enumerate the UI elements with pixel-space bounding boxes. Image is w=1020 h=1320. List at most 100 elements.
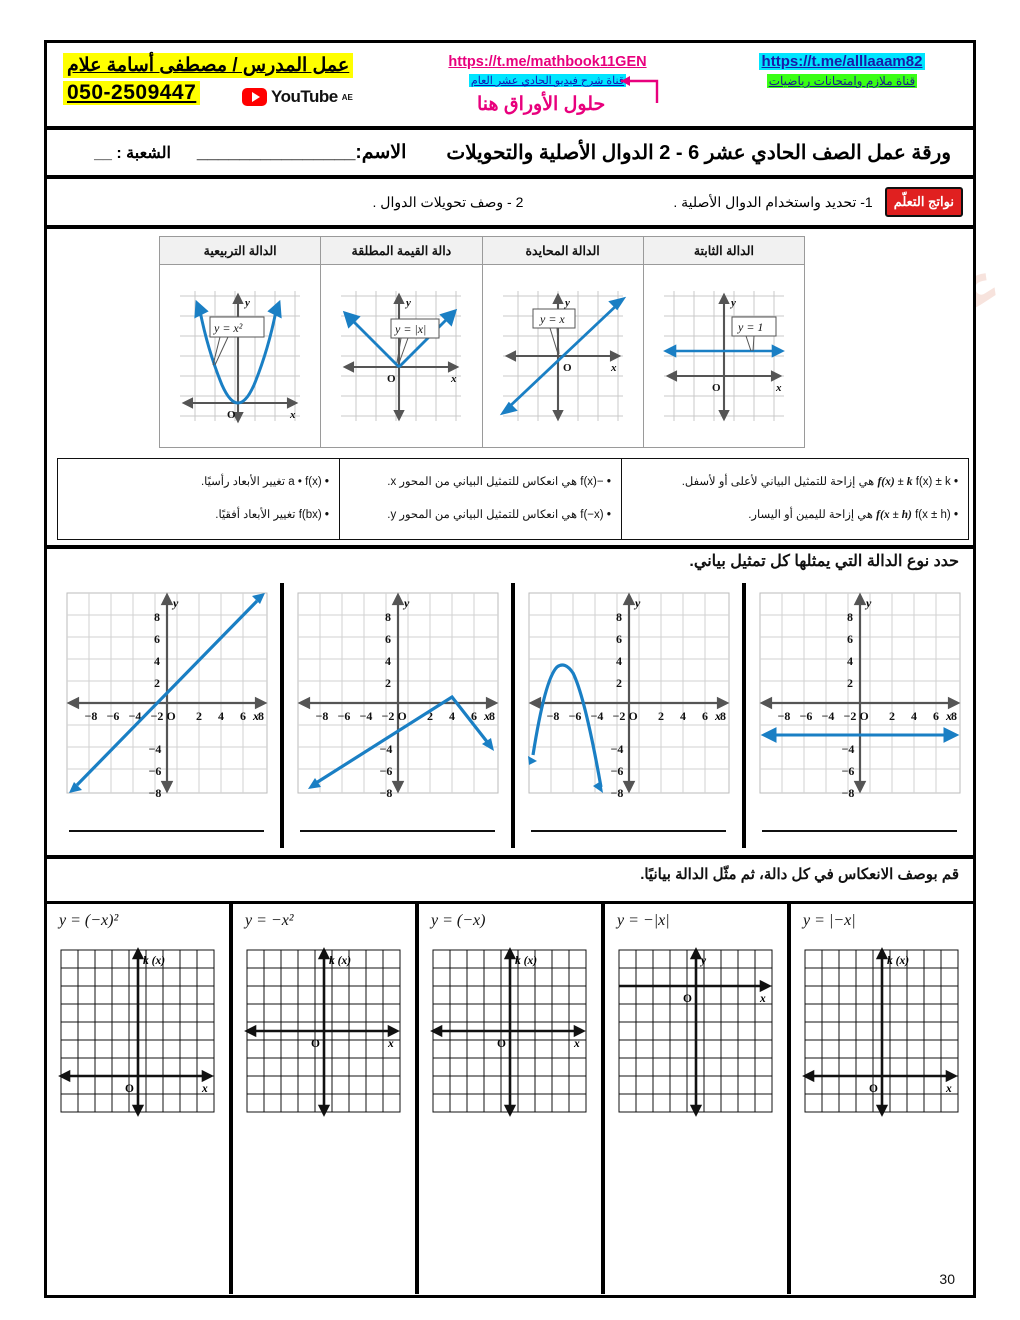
grid-x-label-3: x <box>573 1038 580 1050</box>
svg-text:y: y <box>402 596 410 610</box>
transformation-line: • f(x ± h) f(x ± h) هي إزاحة لليمين أو ا… <box>748 509 958 522</box>
answer-line[interactable] <box>762 830 957 832</box>
svg-text:4: 4 <box>680 709 686 723</box>
svg-text:4: 4 <box>616 654 622 668</box>
outcomes-divider <box>47 225 973 229</box>
teacher-phone: 050-2509447 <box>63 81 201 105</box>
solutions-here-label: حلول الأوراق هنا <box>477 94 606 115</box>
youtube-badge[interactable]: YouTube AE <box>242 87 353 107</box>
section-field[interactable]: الشعبة : __ <box>94 144 171 162</box>
parent-function-title-absolute: دالة القيمة المطلقة <box>321 237 482 265</box>
parent-function-column-absolute: دالة القيمة المطلقة y x O <box>320 237 482 447</box>
exercise-panel-4: y = −|x| y x O <box>605 904 791 1294</box>
svg-text:4: 4 <box>218 709 224 723</box>
svg-text:−4: −4 <box>610 742 623 756</box>
learning-outcomes-row: نواتج التعلّم 1- تحديد واستخدام الدوال ا… <box>47 179 973 225</box>
svg-text:8: 8 <box>616 610 622 624</box>
grid-axis-label-2: k (x) <box>329 955 351 967</box>
parent-function-graph-quadratic: y x O y = x² <box>160 265 321 447</box>
parent-function-column-quadratic: الدالة التربيعية y x O <box>160 237 321 447</box>
svg-text:2: 2 <box>196 709 202 723</box>
exercise-equation-3: y = (−x) <box>431 912 486 929</box>
grid-x-label-2: x <box>387 1038 394 1050</box>
telegram-video-link-caption: قناة شرح فيديو الحادي عشر العام <box>468 74 627 87</box>
pf-equation-constant: y = 1 <box>737 320 763 334</box>
teacher-credit-block: عمل المدرس / مصطفى أسامة علام 050-250944… <box>63 53 363 105</box>
transformation-cell-dilations: • a • f(x) تغيير الأبعاد رأسيًا. • f(bx)… <box>58 459 339 539</box>
svg-text:x: x <box>252 709 259 723</box>
svg-text:−6: −6 <box>106 709 119 723</box>
grid-origin-label-4: O <box>683 993 692 1005</box>
pf-equation-identity: y = x <box>539 312 565 326</box>
transformation-cell-translations: • f(x) ± k f(x) ± k هي إزاحة للتمثيل الب… <box>620 459 968 539</box>
answer-line[interactable] <box>531 830 726 832</box>
svg-text:x: x <box>289 409 296 421</box>
svg-text:x: x <box>945 709 952 723</box>
transformations-box: • f(x) ± k f(x) ± k هي إزاحة للتمثيل الب… <box>57 458 969 540</box>
svg-text:6: 6 <box>847 632 853 646</box>
svg-text:O: O <box>712 382 721 394</box>
svg-text:−2: −2 <box>381 709 394 723</box>
blank-grid-3[interactable]: k (x) x O <box>425 942 595 1122</box>
svg-text:−2: −2 <box>843 709 856 723</box>
blank-grid-2[interactable]: k (x) x O <box>239 942 409 1122</box>
svg-text:8: 8 <box>489 709 495 723</box>
svg-text:−4: −4 <box>590 709 603 723</box>
svg-text:−8: −8 <box>379 786 392 799</box>
svg-text:4: 4 <box>911 709 917 723</box>
svg-text:8: 8 <box>720 709 726 723</box>
exercise-equation-2: y = −x² <box>245 912 294 929</box>
svg-text:y: y <box>729 297 736 309</box>
transformations-divider <box>47 545 973 549</box>
svg-text:−6: −6 <box>379 764 392 778</box>
answer-line[interactable] <box>300 830 495 832</box>
svg-text:2: 2 <box>616 676 622 690</box>
transformation-line: • a • f(x) تغيير الأبعاد رأسيًا. <box>200 476 329 489</box>
transformation-text: f(x ± h) هي إزاحة لليمين أو اليسار. <box>748 509 951 522</box>
exercise-panel-2: y = −x² k (x) x <box>233 904 419 1294</box>
quadratic-curve <box>530 663 603 788</box>
svg-text:y: y <box>864 596 872 610</box>
exercise-equation-4: y = −|x| <box>617 912 670 929</box>
student-name-field[interactable]: الاسم:_______________ <box>196 142 407 163</box>
outcomes-badge: نواتج التعلّم <box>884 187 963 217</box>
svg-text:x: x <box>775 382 782 394</box>
svg-text:−8: −8 <box>841 786 854 799</box>
answer-line[interactable] <box>69 830 264 832</box>
transformation-line: • f(bx) تغيير الأبعاد أفقيًا. <box>215 509 329 522</box>
section1-divider <box>47 855 973 859</box>
exercise-panel-5: y = |−x| k (x) x <box>791 904 973 1294</box>
svg-text:x: x <box>483 709 490 723</box>
transformation-text: a • f(x) تغيير الأبعاد رأسيًا. <box>200 476 322 489</box>
blank-grid-4[interactable]: y x O <box>611 942 781 1122</box>
parent-function-title-quadratic: الدالة التربيعية <box>160 237 321 265</box>
svg-text:O: O <box>563 362 572 374</box>
svg-text:6: 6 <box>385 632 391 646</box>
svg-text:O: O <box>387 373 396 385</box>
pf-equation-absolute: y = |x| <box>394 322 426 336</box>
telegram-video-link[interactable]: https://t.me/mathbook11GEN <box>448 54 647 70</box>
svg-text:8: 8 <box>847 610 853 624</box>
svg-text:2: 2 <box>658 709 664 723</box>
parent-function-graph-identity: y x O y = x <box>482 265 643 447</box>
svg-text:y: y <box>633 596 641 610</box>
section2-prompt: قم بوصف الانعكاس في كل دالة، ثم مثّل الد… <box>640 866 959 883</box>
svg-text:−6: −6 <box>337 709 350 723</box>
telegram-notes-link[interactable]: https://t.me/alllaaam82 <box>758 53 926 70</box>
svg-text:8: 8 <box>385 610 391 624</box>
parent-function-title-constant: الدالة الثابتة <box>643 237 804 265</box>
exercise-panel-3: y = (−x) k (x) x <box>419 904 605 1294</box>
blank-grid-1[interactable]: k (x) x O <box>53 942 223 1122</box>
svg-text:−8: −8 <box>546 709 559 723</box>
transformation-text: f(bx) تغيير الأبعاد أفقيًا. <box>215 509 322 522</box>
parent-function-graph-absolute: y x O y = |x| <box>321 265 482 447</box>
middle-link-block: https://t.me/mathbook11GEN قناة شرح فيدي… <box>425 53 670 89</box>
transformation-line: • −f(x) هي انعكاس للتمثيل البياني من الم… <box>387 476 611 489</box>
svg-text:−8: −8 <box>610 786 623 799</box>
outcome-item-1: 1- تحديد واستخدام الدوال الأصلية . <box>673 193 873 210</box>
blank-grid-5[interactable]: k (x) x O <box>797 942 967 1122</box>
